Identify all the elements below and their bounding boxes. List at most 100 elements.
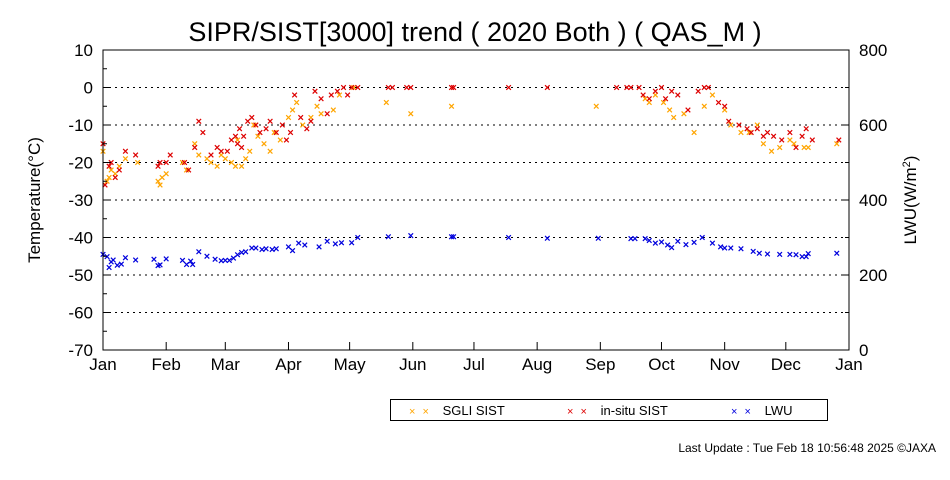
point-sgli-sist bbox=[701, 103, 708, 109]
point-sgli-sist bbox=[222, 156, 229, 162]
point-lwu bbox=[664, 242, 671, 248]
point-in-situ-sist bbox=[279, 122, 286, 128]
point-sgli-sist bbox=[805, 144, 811, 151]
point-lwu bbox=[163, 256, 169, 262]
x-tick-label: May bbox=[334, 355, 367, 374]
point-in-situ-sist bbox=[799, 133, 805, 139]
last-update-footer: Last Update : Tue Feb 18 10:56:48 2025 ©… bbox=[678, 441, 936, 455]
point-sgli-sist bbox=[660, 99, 667, 106]
point-sgli-sist bbox=[801, 144, 807, 151]
point-in-situ-sist bbox=[770, 133, 777, 139]
point-lwu bbox=[151, 256, 157, 262]
point-in-situ-sist bbox=[236, 126, 243, 132]
point-sgli-sist bbox=[159, 174, 165, 181]
point-in-situ-sist bbox=[736, 122, 742, 128]
point-lwu bbox=[285, 244, 292, 250]
point-sgli-sist bbox=[330, 107, 337, 113]
point-lwu bbox=[799, 253, 805, 260]
point-lwu bbox=[348, 240, 355, 246]
x-tick-label: Feb bbox=[152, 355, 181, 374]
point-lwu bbox=[721, 245, 728, 251]
point-sgli-sist bbox=[336, 92, 343, 98]
legend-label-sgli-sist: SGLI SIST bbox=[442, 403, 505, 418]
y2-axis-label-end: ) bbox=[901, 156, 920, 162]
point-sgli-sist bbox=[300, 122, 306, 128]
point-lwu bbox=[263, 246, 269, 252]
point-sgli-sist bbox=[289, 107, 296, 113]
point-in-situ-sist bbox=[355, 84, 361, 91]
point-lwu bbox=[632, 235, 638, 242]
point-sgli-sist bbox=[760, 141, 767, 147]
point-lwu bbox=[187, 258, 194, 264]
data-points bbox=[100, 84, 842, 271]
legend-label-lwu: LWU bbox=[764, 403, 793, 418]
point-lwu bbox=[234, 252, 241, 258]
point-in-situ-sist bbox=[102, 182, 108, 188]
point-in-situ-sist bbox=[448, 84, 455, 91]
point-in-situ-sist bbox=[793, 144, 799, 151]
point-in-situ-sist bbox=[685, 107, 691, 113]
point-lwu bbox=[646, 237, 652, 244]
y-axis-label: Temperature(°C) bbox=[25, 137, 44, 263]
point-in-situ-sist bbox=[726, 118, 732, 124]
point-sgli-sist bbox=[285, 114, 292, 121]
point-lwu bbox=[269, 246, 275, 253]
legend-marker-insitu-sist: × × bbox=[567, 406, 589, 418]
point-in-situ-sist bbox=[450, 84, 457, 91]
point-lwu bbox=[226, 257, 233, 264]
point-lwu bbox=[683, 241, 689, 248]
point-in-situ-sist bbox=[234, 141, 241, 147]
point-in-situ-sist bbox=[267, 118, 273, 124]
point-sgli-sist bbox=[314, 103, 320, 109]
point-lwu bbox=[787, 251, 793, 258]
point-lwu bbox=[699, 234, 705, 241]
legend-marker-sgli-sist: × × bbox=[409, 406, 431, 418]
y2-tick-label: 200 bbox=[859, 266, 887, 285]
x-tick-label: Oct bbox=[648, 355, 675, 374]
point-sgli-sist bbox=[728, 122, 734, 128]
point-in-situ-sist bbox=[116, 167, 123, 173]
point-in-situ-sist bbox=[232, 133, 239, 139]
point-sgli-sist bbox=[787, 137, 793, 143]
chart-legend: × × SGLI SIST × × in-situ SIST × × LWU bbox=[390, 399, 828, 421]
point-in-situ-sist bbox=[324, 111, 330, 117]
grid-lines bbox=[103, 87, 849, 313]
point-in-situ-sist bbox=[348, 84, 355, 91]
point-sgli-sist bbox=[108, 167, 114, 173]
point-lwu bbox=[132, 257, 139, 263]
point-lwu bbox=[324, 238, 330, 244]
point-in-situ-sist bbox=[652, 88, 659, 94]
point-sgli-sist bbox=[277, 137, 284, 143]
point-in-situ-sist bbox=[214, 144, 220, 151]
point-sgli-sist bbox=[791, 141, 797, 147]
y2-tick-label: 0 bbox=[859, 341, 868, 360]
point-in-situ-sist bbox=[132, 152, 139, 158]
y2-tick-label: 400 bbox=[859, 191, 887, 210]
x-tick-label: Nov bbox=[710, 355, 741, 374]
point-in-situ-sist bbox=[200, 129, 206, 136]
point-in-situ-sist bbox=[803, 126, 809, 132]
point-sgli-sist bbox=[228, 159, 235, 166]
point-in-situ-sist bbox=[208, 152, 214, 158]
point-lwu bbox=[805, 250, 811, 257]
chart-title: SIPR/SIST[3000] trend ( 2020 Both ) ( QA… bbox=[188, 17, 761, 47]
x-tick-label: Apr bbox=[275, 355, 302, 374]
point-sgli-sist bbox=[208, 159, 214, 166]
point-sgli-sist bbox=[104, 178, 110, 184]
point-in-situ-sist bbox=[721, 103, 728, 109]
point-in-situ-sist bbox=[408, 84, 414, 91]
legend-item-insitu-sist: × × in-situ SIST bbox=[567, 403, 668, 418]
legend-item-lwu: × × LWU bbox=[731, 403, 793, 418]
point-in-situ-sist bbox=[196, 118, 202, 124]
point-lwu bbox=[259, 246, 265, 253]
point-sgli-sist bbox=[242, 156, 249, 162]
point-lwu bbox=[332, 241, 339, 247]
point-sgli-sist bbox=[350, 84, 357, 91]
y2-axis-label: LWU(W/m2) bbox=[901, 156, 920, 245]
point-lwu bbox=[189, 261, 196, 268]
axes: 100-10-20-30-40-50-60-708006004002000Jan… bbox=[68, 41, 887, 374]
y-tick-label: 10 bbox=[74, 41, 93, 60]
point-sgli-sist bbox=[768, 148, 775, 154]
point-sgli-sist bbox=[106, 174, 112, 181]
point-lwu bbox=[642, 235, 648, 242]
